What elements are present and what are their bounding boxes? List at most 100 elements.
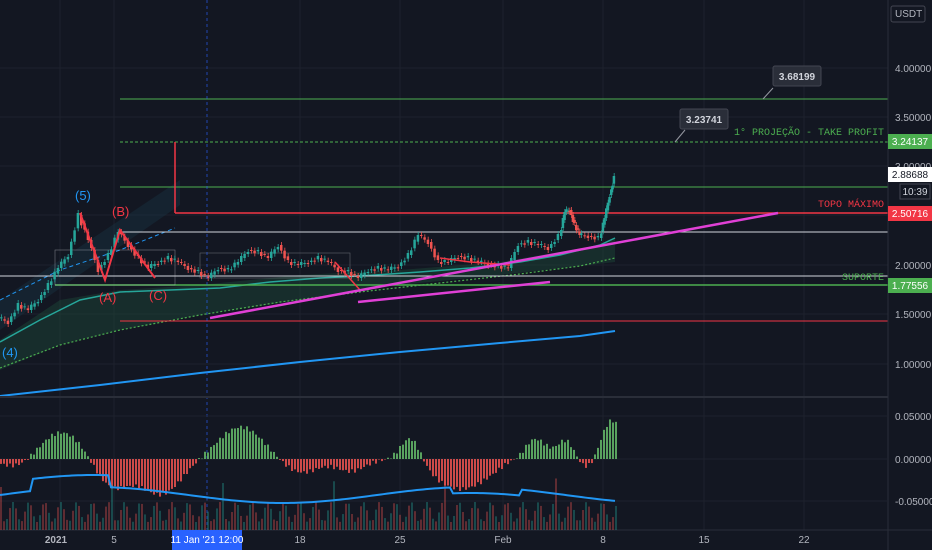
note-projection: 1° PROJEÇÃO - TAKE PROFIT [734, 126, 884, 139]
histogram-bar [162, 459, 164, 493]
histogram-bar [192, 459, 194, 466]
callout-upper-box[interactable] [772, 65, 822, 87]
trendline-main[interactable] [209, 211, 779, 320]
candle-body [50, 281, 53, 285]
time-axis[interactable]: 2021 5 18 25 Feb 8 15 22 [45, 535, 810, 546]
histogram-bar [603, 429, 605, 459]
oscillator-axis[interactable]: 0.05000 0.00000 -0.05000 [895, 412, 932, 508]
histogram-bar [381, 459, 383, 462]
volume-bar [501, 515, 503, 530]
volume-bar [615, 505, 617, 530]
candle-body [420, 235, 423, 236]
candle-body [603, 218, 606, 225]
candle-body [360, 273, 363, 278]
volume-bar [15, 508, 17, 530]
wave-label-c: (C) [149, 288, 167, 303]
histogram-bar [246, 426, 248, 459]
histogram-bar [153, 459, 155, 495]
histogram-bar [267, 444, 269, 459]
volume-bar [372, 520, 374, 530]
histogram-bar [336, 459, 338, 467]
candle-body [213, 271, 216, 275]
histogram-bar [420, 452, 422, 459]
candle-body [293, 262, 296, 263]
candle-body [611, 185, 614, 190]
histogram-bar [555, 445, 557, 459]
histogram-bar [69, 436, 71, 459]
volume-bar [594, 521, 596, 530]
histogram-bar [387, 457, 389, 459]
volume-bar [129, 517, 131, 530]
histogram-bar [243, 429, 245, 459]
currency-box[interactable] [890, 5, 926, 23]
candle-body [333, 264, 336, 268]
histogram-bar [66, 433, 68, 459]
volume-bar [543, 517, 545, 530]
histogram-bar [399, 445, 401, 459]
candle-body [346, 270, 350, 272]
volume-bar [510, 512, 512, 530]
candle-body [203, 274, 206, 275]
histogram-bar [171, 459, 173, 489]
candle-body [608, 197, 611, 203]
candle-body [36, 302, 40, 304]
volume-bar [57, 507, 59, 530]
histogram-bar [567, 439, 569, 459]
histogram-bar [297, 459, 299, 473]
wave-label-4: (4) [2, 345, 18, 360]
volume-bar [261, 518, 263, 530]
candle-body [253, 250, 256, 254]
candle-body [123, 236, 126, 241]
histogram-bar [363, 459, 365, 467]
candle-body [590, 236, 593, 237]
volume-bar [156, 502, 158, 530]
candle-body [353, 274, 356, 275]
candle-body [456, 258, 460, 259]
histogram-bar [6, 459, 8, 467]
candle-body [376, 266, 380, 269]
volume-bar [30, 505, 32, 530]
volume-bar [297, 504, 299, 530]
volume-bar [345, 503, 347, 530]
trendline-short[interactable] [357, 280, 551, 304]
volume-bar [408, 505, 410, 530]
callout-upper-pointer [762, 87, 774, 100]
candle-body [263, 254, 266, 255]
volume-bar [537, 502, 539, 530]
currency-label[interactable]: USDT [895, 9, 922, 20]
histogram-bar [183, 459, 185, 475]
callout-lower-box[interactable] [679, 108, 729, 130]
candle-body [150, 264, 153, 268]
volume-bar [582, 509, 584, 530]
histogram-bar [198, 458, 200, 459]
candle-body [200, 272, 203, 276]
volume-bar [453, 515, 455, 530]
histogram-bar [429, 459, 431, 471]
volume-bar [273, 519, 275, 530]
volume-bar [33, 516, 35, 530]
candle-body [133, 249, 136, 256]
candle-body [410, 250, 413, 255]
histogram-bar [201, 458, 203, 460]
candle-body [570, 210, 573, 215]
histogram-bar [531, 439, 533, 459]
histogram-bar [534, 438, 536, 459]
histogram-bar [180, 459, 182, 482]
price-tick-label: 1.00000 [895, 360, 932, 371]
histogram-bar [168, 459, 170, 491]
volume-bar [306, 521, 308, 530]
volume-bar [3, 521, 5, 530]
histogram-bar [516, 458, 518, 459]
volume-bar [51, 521, 53, 530]
last-price-box [888, 167, 932, 182]
volume-bar [492, 505, 494, 530]
time-tick-label: 2021 [45, 535, 68, 546]
note-support: SUPORTE [842, 273, 884, 284]
volume-bar [141, 503, 143, 530]
volume-bar [441, 502, 443, 530]
histogram-bar [333, 459, 335, 470]
volume-bar [411, 502, 413, 530]
volume-bar [327, 510, 329, 530]
volume-bar [174, 507, 176, 530]
